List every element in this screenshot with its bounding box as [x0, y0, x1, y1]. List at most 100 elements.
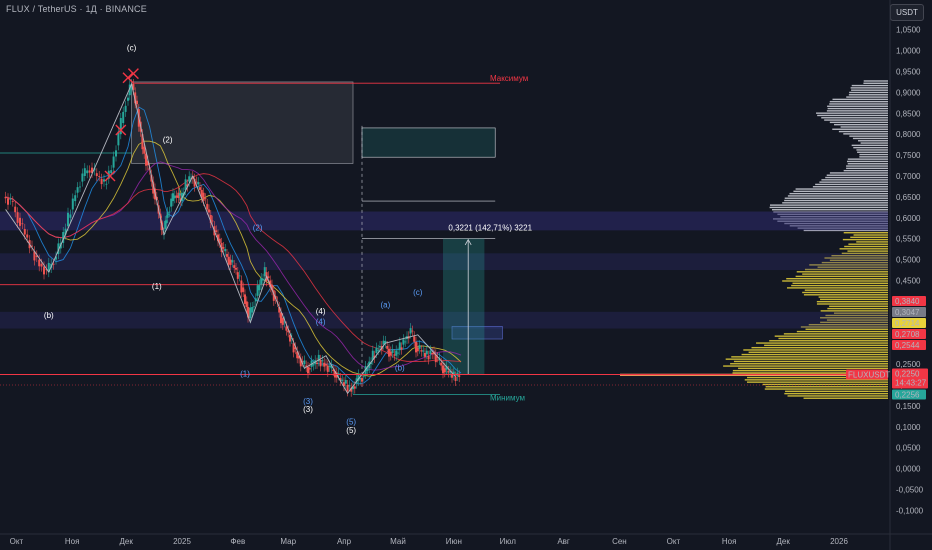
volume-profile-bar	[808, 323, 888, 326]
volume-profile-bar	[815, 183, 888, 186]
candle-body	[301, 361, 304, 363]
candle-body	[4, 196, 7, 199]
time-tick-label: Апр	[337, 537, 352, 546]
candle-body	[64, 228, 67, 235]
wave-label: (5)	[346, 418, 356, 427]
candle-body	[447, 371, 450, 373]
wave-label: (a)	[381, 301, 391, 310]
volume-profile-bar	[829, 103, 888, 105]
volume-profile-bar	[853, 234, 888, 236]
volume-profile-bar	[809, 264, 888, 266]
price-tick-label: 0,8000	[896, 130, 921, 139]
candle-body	[418, 345, 421, 349]
pivot-marker	[115, 124, 127, 136]
volume-profile-bar	[832, 128, 888, 130]
volume-profile-bar	[859, 156, 888, 158]
candle-body	[359, 378, 362, 380]
candle-body	[211, 220, 214, 222]
candle-body	[227, 256, 230, 265]
volume-profile-bar	[847, 163, 888, 165]
volume-profile-bar	[784, 199, 888, 202]
price-tick-label: 0,6000	[896, 214, 921, 223]
volume-profile-bar	[789, 192, 888, 195]
volume-profile-bar	[774, 335, 888, 337]
candle-body	[132, 84, 135, 90]
candle-body	[127, 97, 129, 101]
candle-body	[326, 365, 329, 372]
candle-body	[384, 340, 387, 344]
volume-profile	[620, 80, 888, 399]
price-axis[interactable]: 1,0500 1,0000 0,9500 0,9000 0,8500 0,8000 0,75…	[846, 26, 928, 516]
volume-profile-bar	[846, 167, 888, 170]
volume-profile-bar	[851, 89, 888, 91]
candle-body	[422, 350, 425, 352]
pivot-marker	[122, 72, 134, 84]
candle-body	[62, 232, 65, 243]
candle-body	[143, 146, 146, 154]
volume-profile-bar	[769, 340, 888, 342]
candle-body	[168, 211, 171, 213]
volume-profile-bar	[795, 275, 888, 278]
volume-profile-bar	[803, 229, 888, 232]
time-axis[interactable]: Окт Ноя Дек 2025 Фев Мар Апр Май Июн Июл Авг Сен Окт…	[10, 537, 849, 546]
candle-body	[209, 215, 212, 224]
volume-profile-bar	[791, 284, 888, 287]
volume-profile-bar	[863, 80, 888, 82]
candle-body	[247, 306, 249, 318]
volume-profile-bar	[829, 259, 888, 261]
candle-body	[416, 347, 419, 352]
candle-body	[415, 341, 417, 353]
price-level-badge	[892, 307, 926, 317]
candle-body	[287, 330, 290, 333]
price-tick-label: 0,4500	[896, 277, 921, 286]
price-tick-label: -0,0500	[896, 486, 924, 495]
wave-label: (1)	[240, 370, 250, 379]
volume-profile-bar	[756, 342, 888, 344]
volume-profile-bar	[778, 337, 888, 340]
volume-profile-bar	[804, 268, 888, 271]
wave-label: (3)	[303, 397, 313, 406]
price-level-label: 0,3840	[895, 297, 920, 306]
candle-body	[115, 150, 117, 157]
candle-body	[258, 284, 261, 291]
volume-profile-bar	[840, 126, 888, 128]
candle-body	[233, 265, 236, 268]
candle-body	[328, 365, 331, 367]
volume-profile-bar	[816, 300, 888, 303]
candle-body	[38, 259, 41, 267]
wave-labels: (c) (2) (b) (1) (2) (1) (4)(4) (a) (c) (b) (3)(3) (…	[44, 44, 423, 435]
price-tick-label: 1,0500	[896, 26, 921, 35]
time-tick-label: Ноя	[722, 537, 737, 546]
volume-profile-bar	[859, 153, 888, 156]
price-series	[0, 68, 888, 397]
candle-body	[124, 105, 127, 112]
volume-profile-bar	[847, 158, 888, 160]
candle-body	[45, 269, 48, 271]
price-tick-label: 1,0000	[896, 47, 921, 56]
candle-body	[449, 371, 452, 373]
candle-body	[256, 285, 259, 296]
candle-body	[458, 375, 461, 378]
candle-body	[429, 350, 432, 355]
candle-body	[427, 355, 430, 360]
candle-body	[341, 379, 344, 381]
candle-body	[95, 173, 98, 176]
price-tick-label: 0,6500	[896, 193, 921, 202]
candle-body	[35, 255, 38, 258]
price-level-label: 0,2708	[895, 330, 920, 339]
volume-profile-bar	[782, 280, 888, 282]
price-level-label: 0,2714	[895, 319, 920, 328]
candle-body	[218, 238, 221, 243]
wave-path	[5, 82, 456, 395]
volume-profile-bar	[744, 379, 888, 381]
candle-body	[152, 181, 155, 194]
last-price-label: 0,2250	[895, 370, 920, 379]
volume-profile-bar	[793, 190, 888, 193]
candle-body	[271, 284, 273, 291]
volume-profile-bar	[796, 330, 888, 333]
candle-body	[130, 84, 133, 90]
volume-profile-bar	[839, 248, 888, 250]
volume-profile-bar	[800, 326, 888, 328]
candle-body	[431, 352, 434, 355]
